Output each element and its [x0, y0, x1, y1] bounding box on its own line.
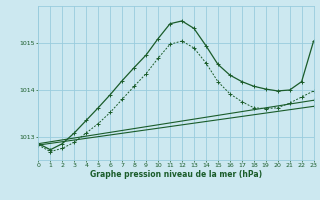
- X-axis label: Graphe pression niveau de la mer (hPa): Graphe pression niveau de la mer (hPa): [90, 170, 262, 179]
